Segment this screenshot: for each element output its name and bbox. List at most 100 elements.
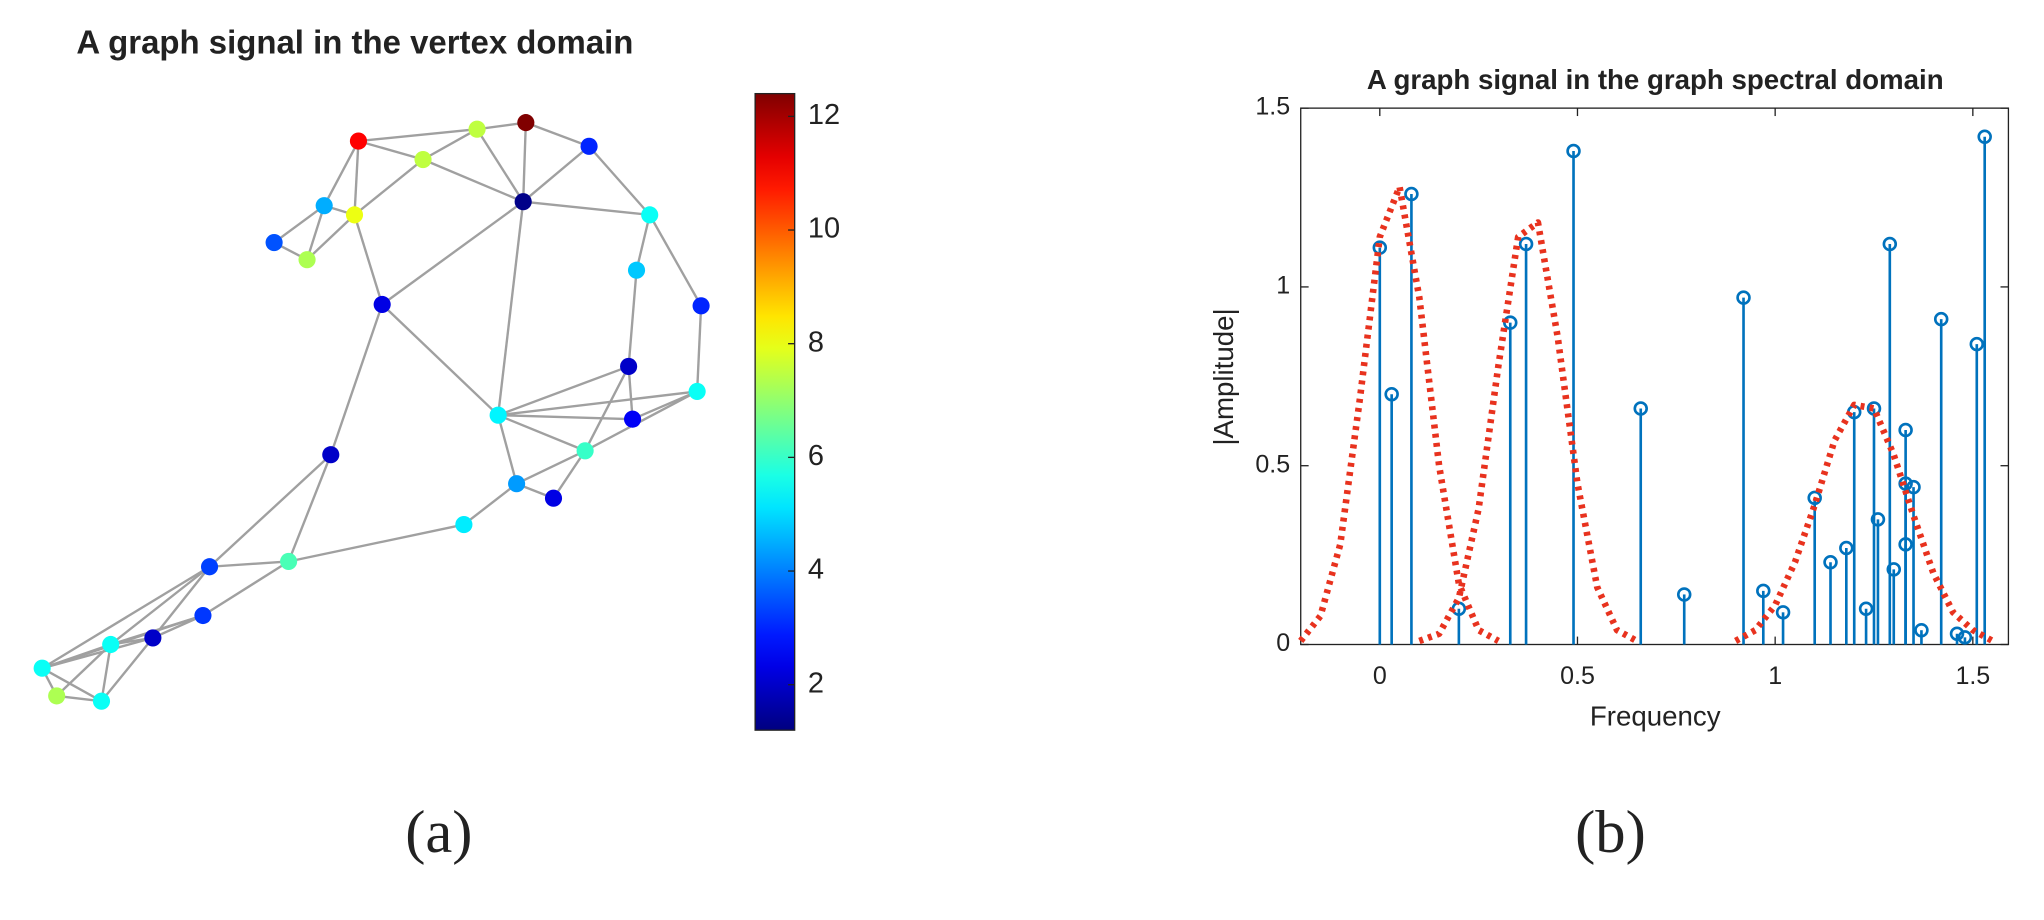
node (298, 251, 316, 269)
edge (463, 482, 518, 526)
node (517, 114, 535, 132)
node (624, 410, 642, 428)
stem-marker (1756, 583, 1771, 599)
edge (288, 523, 465, 563)
colorbar-tick-label: 10 (808, 213, 840, 245)
graph (33, 114, 710, 710)
edge (552, 450, 587, 499)
edge (627, 366, 634, 420)
stem-marker (1933, 311, 1949, 327)
edge (305, 205, 326, 261)
stem-marker (1384, 386, 1399, 402)
node (200, 558, 219, 576)
edge (422, 128, 478, 161)
stem-marker (1886, 562, 1902, 577)
stem-marker (1736, 290, 1751, 305)
stem-marker (1676, 587, 1692, 602)
node (455, 516, 473, 534)
colorbar-tick-label: 4 (808, 554, 824, 586)
stem-marker (1949, 626, 1965, 642)
stem-marker (1503, 315, 1518, 330)
colorbar-tick-label: 12 (808, 99, 840, 131)
edge (381, 303, 499, 417)
edge (41, 565, 211, 670)
edge (516, 449, 586, 485)
edge (208, 453, 332, 568)
edge (100, 637, 154, 702)
edge (273, 204, 325, 244)
node (576, 442, 594, 460)
x-tick-label: 1.5 (1955, 662, 1990, 690)
edge (498, 390, 698, 417)
edge (100, 644, 112, 702)
panel-b-title: A graph signal in the graph spectral dom… (1367, 64, 1944, 95)
edge (635, 214, 651, 271)
stem-marker (1870, 512, 1886, 527)
node (102, 635, 120, 654)
stem-marker (1957, 630, 1973, 645)
node (514, 193, 532, 211)
colorbar-tick-label: 2 (808, 667, 824, 699)
node (641, 206, 659, 224)
node (265, 233, 283, 252)
edge (496, 201, 525, 416)
node (489, 406, 507, 424)
edge (497, 365, 630, 417)
stem-marker (1906, 479, 1921, 495)
node (315, 197, 333, 215)
curve (1298, 183, 1500, 644)
node (373, 295, 391, 314)
colorbar-tick-label: 8 (808, 326, 824, 358)
node (414, 150, 432, 169)
edge (41, 667, 103, 703)
colorbar-tick-label: 6 (808, 440, 824, 472)
edge (695, 305, 703, 392)
edge (109, 565, 211, 646)
edge (306, 214, 356, 261)
edge (588, 145, 651, 216)
node (508, 475, 526, 493)
stem-marker (1775, 605, 1791, 620)
edge (497, 414, 518, 485)
edge (584, 365, 630, 452)
panel-a-caption: (a) (405, 799, 472, 866)
stem-marker (1566, 143, 1581, 159)
colorbar (754, 92, 796, 731)
edge (584, 390, 698, 452)
stem-marker (1977, 129, 1992, 144)
x-axis-label: Frequency (1590, 701, 1721, 732)
edge (525, 121, 590, 148)
node (692, 297, 710, 315)
edge (287, 454, 332, 562)
edge (353, 141, 360, 215)
node (349, 132, 368, 150)
y-tick-label: 1 (1276, 272, 1290, 300)
node (345, 206, 364, 224)
edge (353, 214, 384, 305)
edge (202, 560, 290, 617)
stem-marker (1807, 490, 1822, 506)
node (688, 382, 706, 401)
edge (422, 158, 524, 203)
stem-marker (1633, 401, 1648, 416)
edge (358, 128, 478, 143)
edge (522, 122, 528, 202)
node (92, 692, 111, 710)
edge (329, 304, 384, 456)
edge (381, 200, 524, 306)
y-tick-label: 0 (1276, 629, 1290, 657)
edge (498, 414, 633, 421)
node (544, 489, 563, 507)
edge (41, 614, 204, 670)
stem-marker (1518, 236, 1534, 252)
edge (497, 414, 586, 452)
y-tick-label: 1.5 (1255, 93, 1290, 121)
edge (648, 214, 703, 307)
node (194, 606, 212, 625)
node (144, 629, 162, 647)
y-tick-label: 0.5 (1255, 450, 1290, 478)
node (620, 357, 638, 375)
node (48, 687, 66, 705)
